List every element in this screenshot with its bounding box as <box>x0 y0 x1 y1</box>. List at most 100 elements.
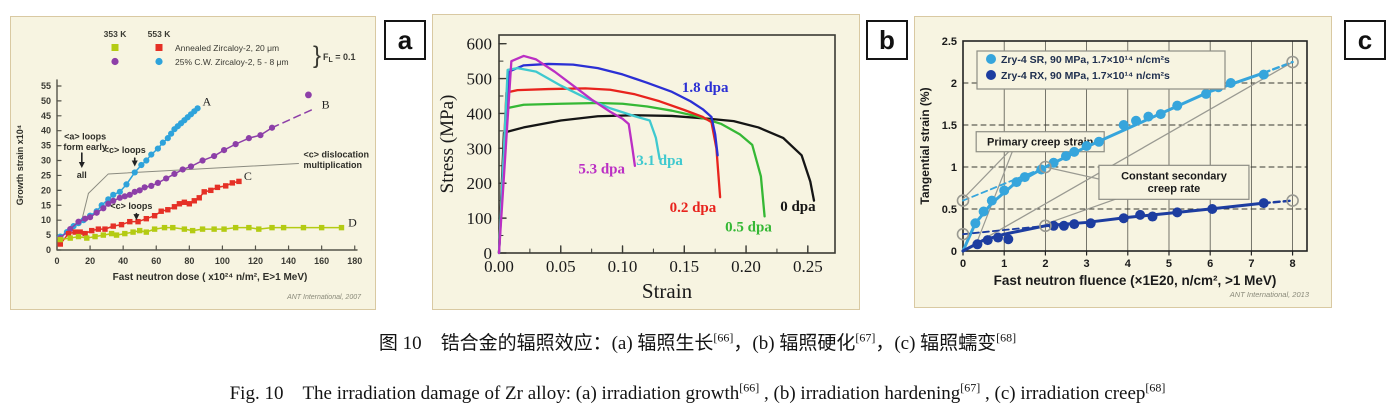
data-point <box>89 227 95 234</box>
curve-label: 0.5 dpa <box>725 219 772 235</box>
data-point <box>269 224 275 231</box>
data-point <box>143 229 150 235</box>
data-point <box>201 189 207 195</box>
extrapolation-dashed <box>962 166 1047 202</box>
annotation-box-text: Primary creep strain <box>987 137 1094 149</box>
x-tick-label: 6 <box>1207 258 1213 270</box>
data-point <box>116 194 123 201</box>
data-point <box>136 187 143 194</box>
panel-label-b-text: b <box>879 24 895 55</box>
data-point <box>143 157 150 164</box>
y-tick-label: 0 <box>951 246 957 258</box>
data-point <box>161 224 168 231</box>
x-tick-label: 8 <box>1290 258 1296 270</box>
data-point <box>1003 234 1014 245</box>
data-point <box>1069 219 1080 230</box>
curve-1.8-dpa <box>497 62 719 255</box>
annotation-arrow-head <box>133 214 140 221</box>
data-point <box>77 229 83 235</box>
annotation-box <box>975 131 1105 153</box>
stress-strain-curve <box>497 114 816 255</box>
series-D <box>57 224 345 243</box>
chart-a-irradiation-growth: 0 20 40 60 80 100 120 140 160 180 0 5 10 15 20 25 30 35 40… <box>15 29 369 301</box>
data-point <box>110 191 117 198</box>
y-tick-label: 200 <box>467 174 493 193</box>
data-point <box>67 235 73 241</box>
data-point <box>1258 69 1269 80</box>
chart-b-panel: 0.00 0.05 0.10 0.15 0.20 0.25 0 100 200 300 400 500… <box>432 14 860 310</box>
data-point <box>127 218 133 225</box>
annotation-leader <box>976 145 1016 242</box>
x-tick-label: 180 <box>347 256 362 266</box>
legend-brace: } <box>313 42 321 69</box>
annotation-arrow-head <box>131 160 138 167</box>
data-point <box>1118 213 1129 224</box>
plot-frame <box>498 34 836 254</box>
data-point <box>138 161 145 169</box>
data-point <box>220 146 228 154</box>
chart-b-irradiation-hardening: 0.00 0.05 0.10 0.15 0.20 0.25 0 100 200 300 400 500… <box>437 34 836 303</box>
y-tick-label: 10 <box>41 215 51 225</box>
legend-marker <box>155 44 163 51</box>
data-point <box>82 230 88 237</box>
annotation-text: <c> loops <box>104 145 146 155</box>
open-circle-marker <box>1039 160 1052 174</box>
legend-marker <box>986 70 996 80</box>
x-tick-label: 100 <box>215 256 230 266</box>
y-tick-label: 2 <box>951 78 957 90</box>
y-axis-title: Stress (MPa) <box>437 95 458 194</box>
y-axis-title: Growth strain x10⁴ <box>15 125 25 205</box>
data-point <box>305 91 312 99</box>
plot-frame <box>962 40 1308 252</box>
stress-strain-curve <box>497 62 719 255</box>
y-tick-label: 100 <box>467 209 493 228</box>
data-point <box>95 226 102 232</box>
data-point <box>170 224 176 231</box>
legend-note: FL = 0.1 <box>323 52 356 64</box>
data-point <box>1060 151 1071 162</box>
open-circle-marker <box>1286 55 1299 69</box>
series-end-label: D <box>348 216 357 230</box>
x-axis-title: Strain <box>642 279 693 303</box>
x-tick-label: 0.00 <box>484 257 514 276</box>
panel-label-a-text: a <box>397 24 413 55</box>
x-tick-label: 0 <box>54 256 59 266</box>
data-point <box>171 204 178 210</box>
chart-c-irradiation-creep: 0 1 2 3 4 5 6 7 8 0 0.5 1 1.5 2 2.5 Fast neutron fluenc… <box>918 36 1310 299</box>
curve-3.1-dpa <box>497 66 661 255</box>
annotation-leader <box>962 145 1016 200</box>
data-point <box>221 226 227 232</box>
curve-label: 1.8 dpa <box>682 80 729 96</box>
data-point <box>318 224 325 231</box>
secondary-creep-reference-line <box>962 61 1294 252</box>
data-point <box>82 215 89 222</box>
data-point <box>158 208 164 214</box>
data-point <box>181 226 188 232</box>
data-point <box>179 166 186 173</box>
x-tick-label: 2 <box>1042 258 1048 270</box>
caption-segment: [66] <box>713 330 734 345</box>
data-point <box>256 226 262 232</box>
data-point <box>1225 78 1236 88</box>
annotation-box-text: Constant secondary creep rate <box>1121 170 1228 195</box>
data-point <box>92 233 98 240</box>
legend-label: 25% C.W. Zircaloy-2, 5 - 8 μm <box>175 57 289 67</box>
data-point <box>1093 136 1104 147</box>
data-point <box>246 224 252 231</box>
data-point <box>1085 218 1096 229</box>
data-point <box>57 241 64 247</box>
legend-col-header: 553 K <box>148 29 172 39</box>
y-tick-label: 35 <box>41 141 51 151</box>
open-circle-marker <box>956 227 970 241</box>
x-tick-label: 40 <box>118 256 128 266</box>
x-tick-label: 140 <box>281 256 296 266</box>
y-tick-label: 40 <box>41 126 51 136</box>
data-point <box>113 232 120 238</box>
data-point <box>131 169 138 176</box>
stress-strain-curve <box>497 66 661 255</box>
data-point <box>110 223 116 229</box>
data-point <box>214 184 221 191</box>
data-point <box>970 218 981 229</box>
x-tick-label: 0.15 <box>669 257 699 276</box>
